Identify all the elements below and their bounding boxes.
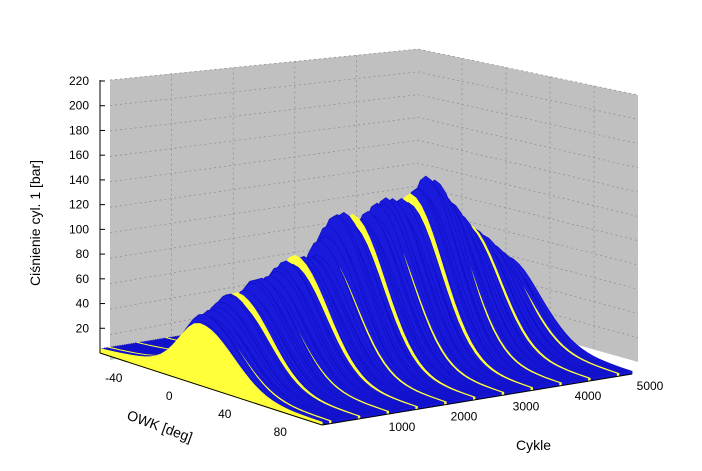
z-tick-label: 180	[69, 123, 89, 137]
grid-line	[109, 139, 639, 193]
y-tick-label: 2000	[451, 410, 478, 424]
z-axis-title: Ciśnienie cyl. 1 [bar]	[27, 160, 43, 286]
z-tick-label: 100	[69, 222, 89, 236]
x-tick-label: 40	[218, 407, 232, 421]
x-axis-line	[99, 352, 323, 426]
pressure-surface	[99, 175, 633, 426]
z-tick-label: 160	[69, 148, 89, 162]
axes	[99, 80, 633, 426]
tick-labels: 20 40 60 80 100 120 140 160 180 200 220 -40 0 40 80 100…	[69, 74, 664, 439]
cycle-curve-highlight	[99, 323, 323, 426]
y-tick-label: 4000	[575, 389, 602, 403]
grid-line	[109, 117, 639, 169]
z-tick-label: 120	[69, 198, 89, 212]
z-tick-label: 80	[76, 247, 90, 261]
z-tick-label: 140	[69, 173, 89, 187]
grid-line	[109, 162, 639, 217]
z-tick-label: 40	[76, 297, 90, 311]
grid-line	[109, 94, 639, 144]
z-tick-label: 20	[76, 321, 90, 335]
z-tick-label: 60	[76, 272, 90, 286]
y-axis-title: Cykle	[516, 437, 551, 453]
x-tick-label: -40	[105, 371, 123, 385]
x-axis-title: OWK [deg]	[125, 407, 195, 445]
grid-line	[109, 276, 639, 339]
x-tick-label: 80	[274, 425, 288, 439]
x-tick-label: 0	[166, 389, 173, 403]
y-tick-label: 1000	[389, 420, 416, 434]
z-tick-label: 200	[69, 99, 89, 113]
y-tick-label: 3000	[513, 399, 540, 413]
y-tick-label: 5000	[637, 379, 664, 393]
z-tick-label: 220	[69, 74, 89, 88]
y-axis-line	[321, 373, 633, 426]
